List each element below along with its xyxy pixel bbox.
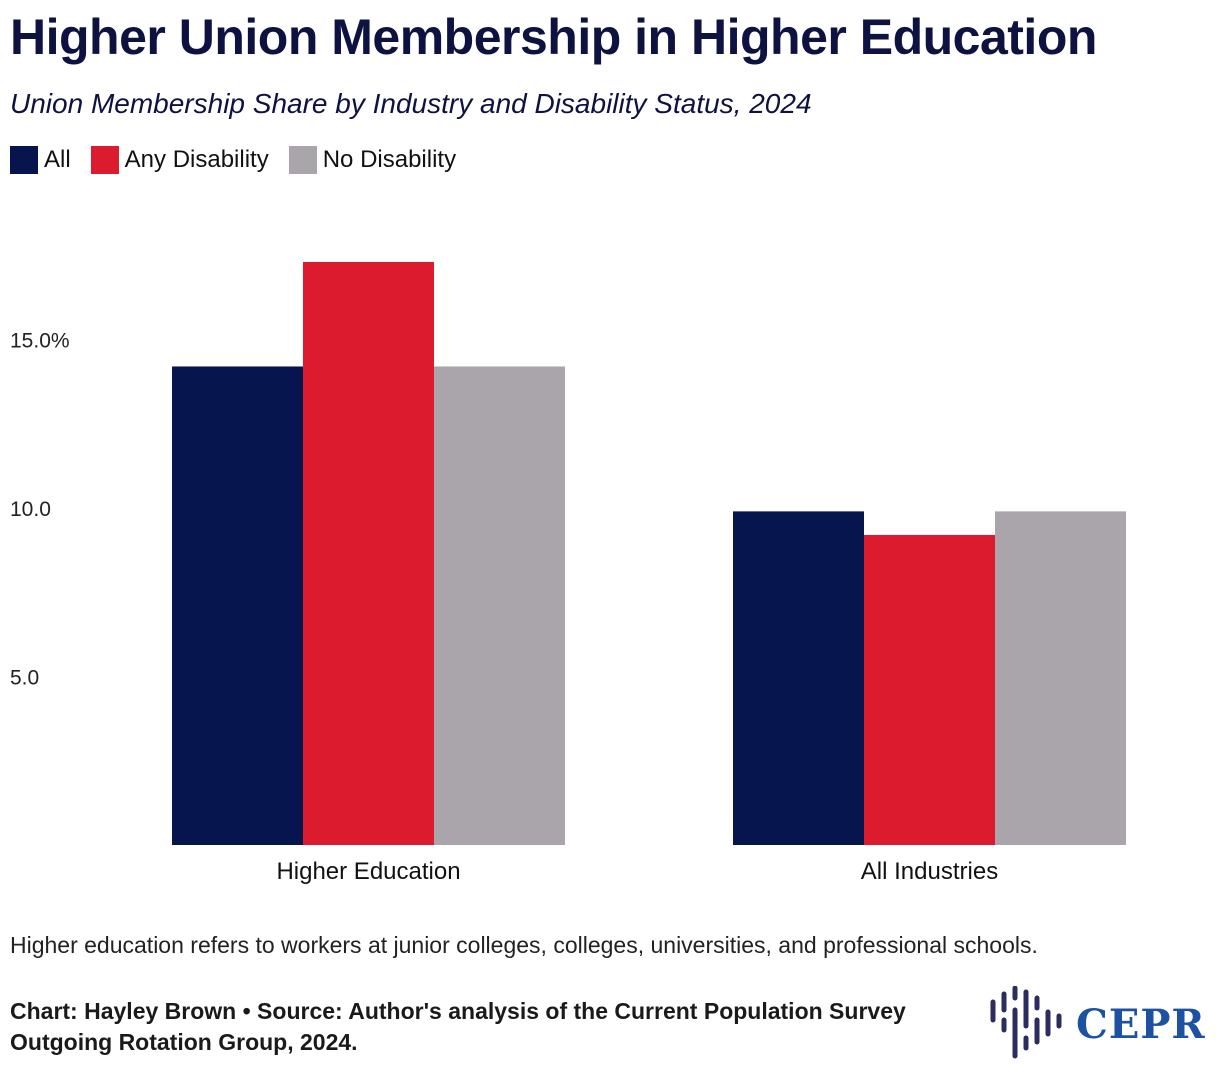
legend-item-no-disability: No Disability — [288, 146, 457, 174]
legend-label-any-disability: Any Disability — [124, 146, 269, 173]
cepr-logo-text: CEPR — [1076, 1000, 1206, 1048]
legend-item-all: All — [10, 146, 71, 174]
bar-higher-education-all — [172, 366, 303, 845]
legend-swatch-no-disability — [288, 146, 317, 174]
chart-source: Chart: Hayley Brown • Source: Author's a… — [10, 998, 906, 1055]
y-tick-label: 15.0% — [10, 330, 70, 353]
legend-label-no-disability: No Disability — [322, 146, 457, 173]
legend-swatch-all — [10, 146, 38, 174]
bar-higher-education-any-disability — [303, 262, 434, 845]
chart-note: Higher education refers to workers at ju… — [10, 932, 1038, 958]
chart-subtitle: Union Membership Share by Industry and D… — [10, 88, 812, 119]
bar-all-industries-no-disability — [995, 511, 1126, 845]
legend-swatch-any-disability — [90, 146, 119, 174]
cepr-logo: CEPR — [988, 986, 1206, 1062]
x-category-label: All Industries — [861, 858, 998, 885]
legend-label-all: All — [44, 146, 71, 173]
bar-all-industries-any-disability — [864, 534, 995, 845]
y-tick-label: 10.0 — [10, 498, 51, 521]
x-category-label: Higher Education — [276, 858, 460, 885]
y-tick-label: 5.0 — [10, 667, 39, 690]
legend: All Any Disability No Disability — [10, 146, 456, 174]
chart-title: Higher Union Membership in Higher Educat… — [10, 9, 1097, 65]
cepr-logo-icon — [990, 986, 1062, 1059]
legend-item-any-disability: Any Disability — [90, 146, 269, 174]
bar-higher-education-no-disability — [434, 366, 565, 845]
bar-all-industries-all — [733, 511, 864, 845]
